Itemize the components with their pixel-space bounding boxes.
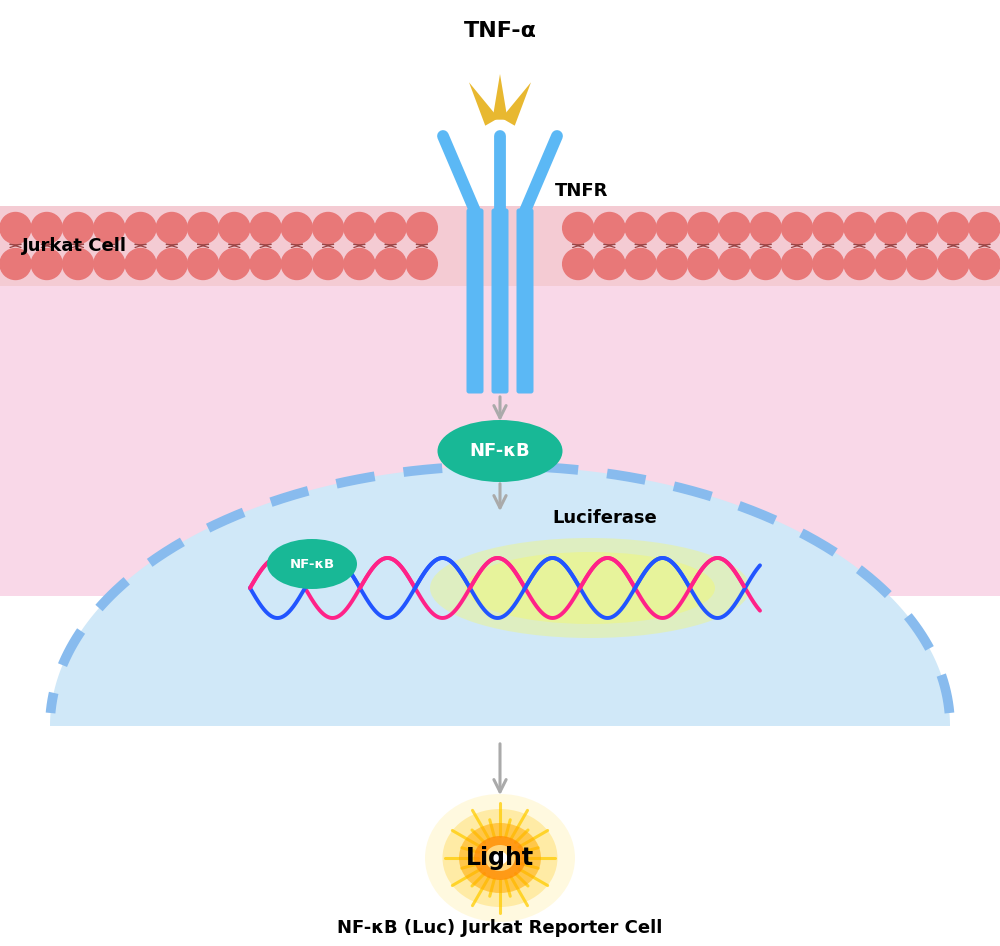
Bar [0,206,1000,596]
Ellipse shape [425,794,575,922]
Circle shape [906,249,937,279]
FancyBboxPatch shape [492,208,509,394]
Circle shape [938,213,969,243]
Polygon shape [50,466,950,726]
Circle shape [63,249,94,279]
Circle shape [63,213,94,243]
Circle shape [406,213,437,243]
Bar [0,206,1000,286]
Circle shape [188,213,219,243]
Circle shape [156,213,187,243]
FancyBboxPatch shape [466,208,484,394]
Circle shape [313,249,344,279]
Ellipse shape [492,851,508,865]
Ellipse shape [438,420,562,482]
Circle shape [781,213,812,243]
Circle shape [344,249,375,279]
Circle shape [688,249,719,279]
Circle shape [563,249,594,279]
Circle shape [375,249,406,279]
Circle shape [594,213,625,243]
Circle shape [250,249,281,279]
Circle shape [375,213,406,243]
Text: Luciferase: Luciferase [553,509,657,527]
Circle shape [563,213,594,243]
Text: NF-κB: NF-κB [289,557,335,570]
Ellipse shape [485,845,515,871]
Polygon shape [502,82,531,126]
Circle shape [625,213,656,243]
Text: Jurkat Cell: Jurkat Cell [22,237,127,255]
Circle shape [313,213,344,243]
Circle shape [656,249,687,279]
Ellipse shape [442,809,558,907]
Circle shape [719,249,750,279]
Circle shape [813,249,844,279]
Circle shape [750,213,781,243]
Circle shape [0,213,31,243]
Circle shape [594,249,625,279]
Ellipse shape [465,552,715,624]
Text: TNF-α: TNF-α [464,21,536,41]
Polygon shape [492,74,508,120]
Circle shape [781,249,812,279]
Circle shape [813,213,844,243]
Circle shape [656,213,687,243]
Circle shape [969,213,1000,243]
Circle shape [344,213,375,243]
Circle shape [875,249,906,279]
Text: Light: Light [466,846,534,870]
Circle shape [219,213,250,243]
Circle shape [406,249,437,279]
Ellipse shape [474,836,526,880]
Circle shape [94,249,125,279]
Text: TNFR: TNFR [555,182,608,200]
Circle shape [844,249,875,279]
Circle shape [31,249,62,279]
Bar [0,0,1000,206]
Circle shape [906,213,937,243]
Circle shape [281,213,312,243]
Ellipse shape [459,823,541,893]
Circle shape [938,249,969,279]
Circle shape [125,249,156,279]
Text: NF-κB (Luc) Jurkat Reporter Cell: NF-κB (Luc) Jurkat Reporter Cell [337,919,663,937]
Circle shape [250,213,281,243]
Ellipse shape [430,538,750,638]
Circle shape [94,213,125,243]
Circle shape [156,249,187,279]
Circle shape [125,213,156,243]
Circle shape [219,249,250,279]
Bar [0,596,1000,946]
FancyBboxPatch shape [516,208,534,394]
Circle shape [688,213,719,243]
Ellipse shape [267,539,357,589]
Circle shape [969,249,1000,279]
Circle shape [31,213,62,243]
Circle shape [625,249,656,279]
Circle shape [281,249,312,279]
Circle shape [719,213,750,243]
Circle shape [844,213,875,243]
Circle shape [188,249,219,279]
Text: NF-κB: NF-κB [470,442,530,460]
Circle shape [750,249,781,279]
Circle shape [875,213,906,243]
Polygon shape [469,82,498,126]
Circle shape [0,249,31,279]
